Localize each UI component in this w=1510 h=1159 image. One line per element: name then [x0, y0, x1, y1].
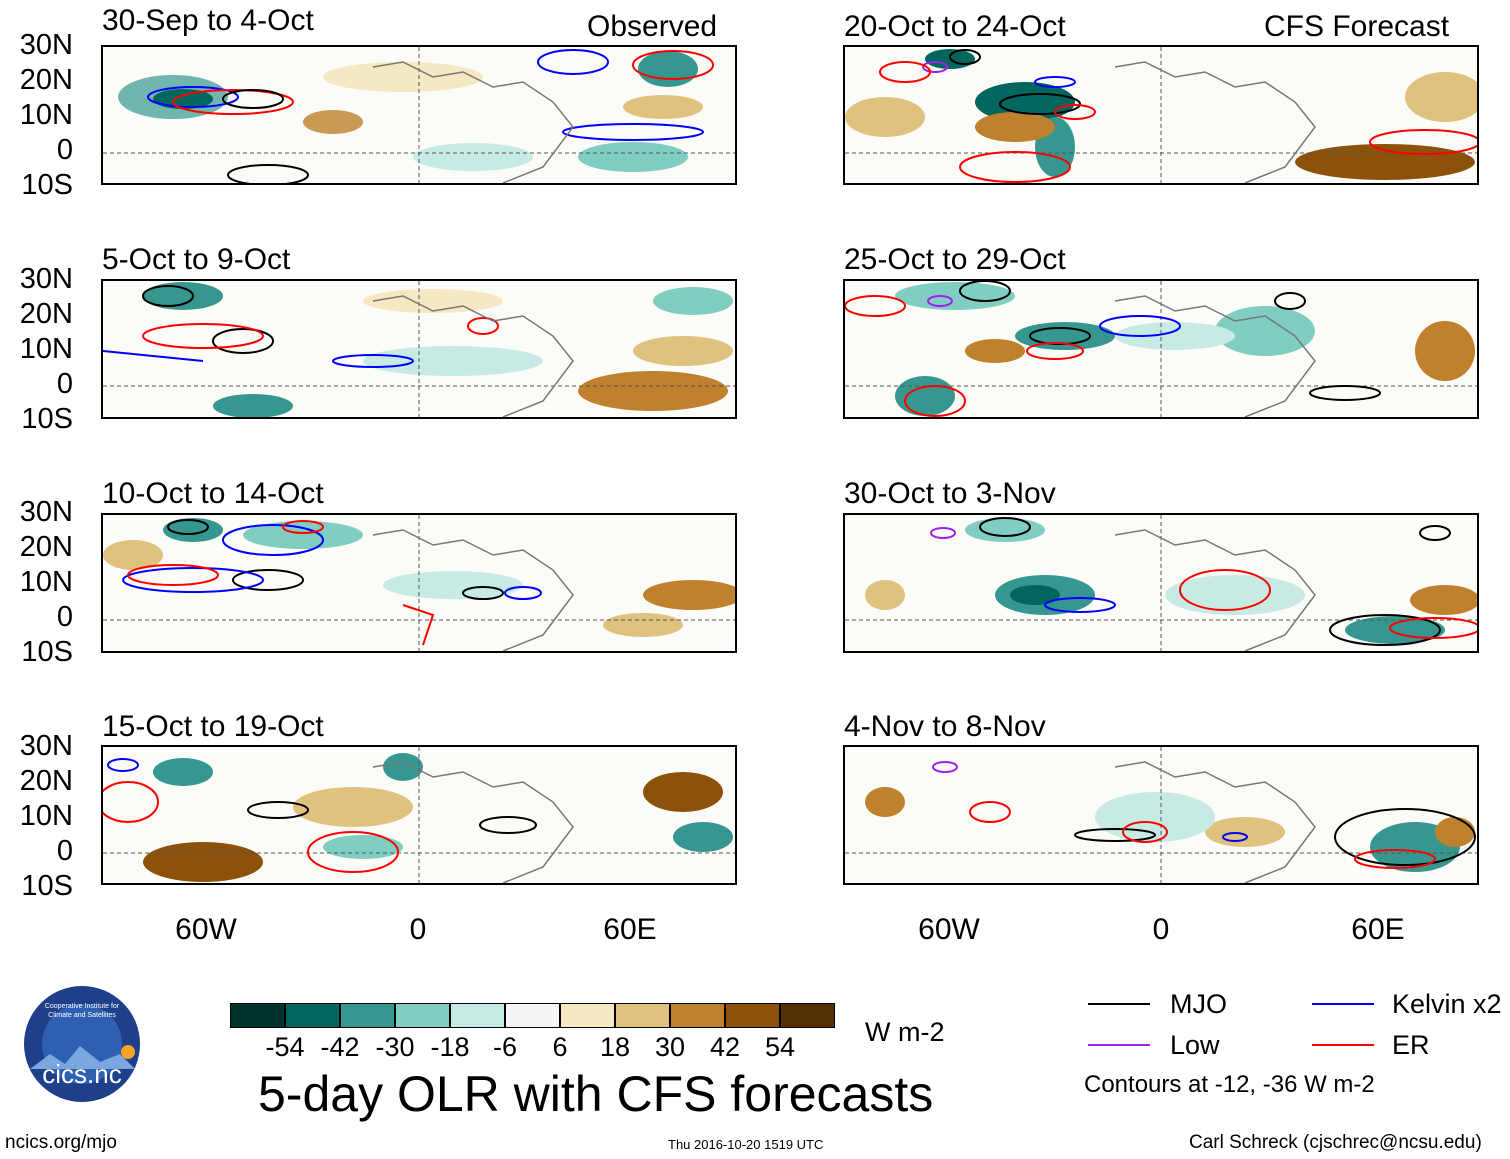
y-label-10n: 10N — [19, 333, 73, 365]
legend-line-low — [1088, 1044, 1150, 1046]
panel-title-fcst-4: 4-Nov to 8-Nov — [844, 710, 1046, 743]
colorbar-box — [450, 1003, 505, 1028]
x-label-60w: 60W — [175, 913, 237, 946]
colorbar-tick: -30 — [375, 1032, 415, 1062]
colorbar-box — [505, 1003, 560, 1028]
colorbar-tick: 54 — [764, 1032, 796, 1062]
map-panel-obs-2 — [101, 279, 737, 419]
x-label-0: 0 — [409, 913, 427, 946]
y-label-20n: 20N — [19, 531, 73, 563]
colorbar-box — [285, 1003, 340, 1028]
footer-timestamp: Thu 2016-10-20 1519 UTC — [668, 1137, 824, 1152]
colorbar-box — [230, 1003, 285, 1028]
map-panel-obs-1 — [101, 45, 737, 185]
colorbar-tick: -42 — [320, 1032, 360, 1062]
y-label-30n: 30N — [19, 263, 73, 295]
colorbar-box — [725, 1003, 780, 1028]
panel-title-fcst-2: 25-Oct to 29-Oct — [844, 243, 1066, 276]
colorbar-tick: 42 — [709, 1032, 741, 1062]
y-label-10s: 10S — [21, 403, 73, 435]
y-label-20n: 20N — [19, 765, 73, 797]
x-label-60e: 60E — [1351, 913, 1405, 946]
colorbar-tick: -6 — [492, 1032, 517, 1062]
y-label-eq: 0 — [56, 601, 73, 633]
y-label-10n: 10N — [19, 800, 73, 832]
main-title: 5-day OLR with CFS forecasts — [258, 1066, 934, 1122]
colorbar-box — [340, 1003, 395, 1028]
y-label-10s: 10S — [21, 636, 73, 668]
y-label-30n: 30N — [19, 730, 73, 762]
colorbar-units: W m-2 — [865, 1017, 945, 1047]
colorbar-tick: -18 — [430, 1032, 470, 1062]
y-label-eq: 0 — [56, 134, 73, 166]
colorbar-tick: 18 — [599, 1032, 631, 1062]
panel-title-obs-4: 15-Oct to 19-Oct — [102, 710, 324, 743]
legend-label-low: Low — [1170, 1030, 1220, 1060]
panel-title-fcst-1: 20-Oct to 24-Oct — [844, 10, 1066, 43]
y-label-20n: 20N — [19, 298, 73, 330]
y-label-10n: 10N — [19, 566, 73, 598]
y-label-30n: 30N — [19, 496, 73, 528]
footer-url[interactable]: ncics.org/mjo — [5, 1132, 117, 1153]
panel-title-obs-2: 5-Oct to 9-Oct — [102, 243, 291, 276]
y-label-eq: 0 — [56, 835, 73, 867]
legend-label-mjo: MJO — [1170, 989, 1227, 1019]
map-panel-obs-3 — [101, 513, 737, 653]
colorbar-tick: 30 — [654, 1032, 686, 1062]
map-panel-fcst-4 — [843, 745, 1479, 885]
map-panel-fcst-1 — [843, 45, 1479, 185]
y-label-30n: 30N — [19, 29, 73, 61]
map-panel-fcst-2 — [843, 279, 1479, 419]
x-label-60e: 60E — [603, 913, 657, 946]
colorbar-box — [615, 1003, 670, 1028]
legend-label-kelvin: Kelvin x2 — [1392, 989, 1502, 1019]
y-label-eq: 0 — [56, 368, 73, 400]
legend-line-mjo — [1088, 1003, 1150, 1005]
legend-line-kelvin — [1312, 1003, 1374, 1005]
colorbar-tick: -54 — [265, 1032, 305, 1062]
panel-title-fcst-3: 30-Oct to 3-Nov — [844, 477, 1056, 510]
colorbar-box — [780, 1003, 835, 1028]
colorbar-tick: 6 — [552, 1032, 568, 1062]
y-label-10s: 10S — [21, 870, 73, 902]
cics-logo: cics.nc Cooperative Institute for Climat… — [10, 984, 154, 1104]
observed-label: Observed — [587, 10, 718, 43]
colorbar-box — [670, 1003, 725, 1028]
legend-contour-note: Contours at -12, -36 W m-2 — [1084, 1071, 1375, 1098]
map-panel-fcst-3 — [843, 513, 1479, 653]
colorbar-box — [395, 1003, 450, 1028]
panel-title-obs-3: 10-Oct to 14-Oct — [102, 477, 324, 510]
y-label-10n: 10N — [19, 99, 73, 131]
map-panel-obs-4 — [101, 745, 737, 885]
y-label-20n: 20N — [19, 64, 73, 96]
y-label-10s: 10S — [21, 169, 73, 201]
legend-label-er: ER — [1392, 1030, 1430, 1060]
legend-line-er — [1312, 1044, 1374, 1046]
cfs-forecast-label: CFS Forecast — [1264, 10, 1450, 43]
cics-logo-ring-text: Cooperative Institute for Climate and Sa… — [44, 1003, 120, 1019]
colorbar-box — [560, 1003, 615, 1028]
panel-title-obs-1: 30-Sep to 4-Oct — [102, 4, 314, 37]
cics-logo-text: cics.nc — [42, 1059, 122, 1089]
x-label-0: 0 — [1152, 913, 1170, 946]
x-label-60w: 60W — [918, 913, 980, 946]
footer-author: Carl Schreck (cjschrec@ncsu.edu) — [1189, 1132, 1482, 1153]
